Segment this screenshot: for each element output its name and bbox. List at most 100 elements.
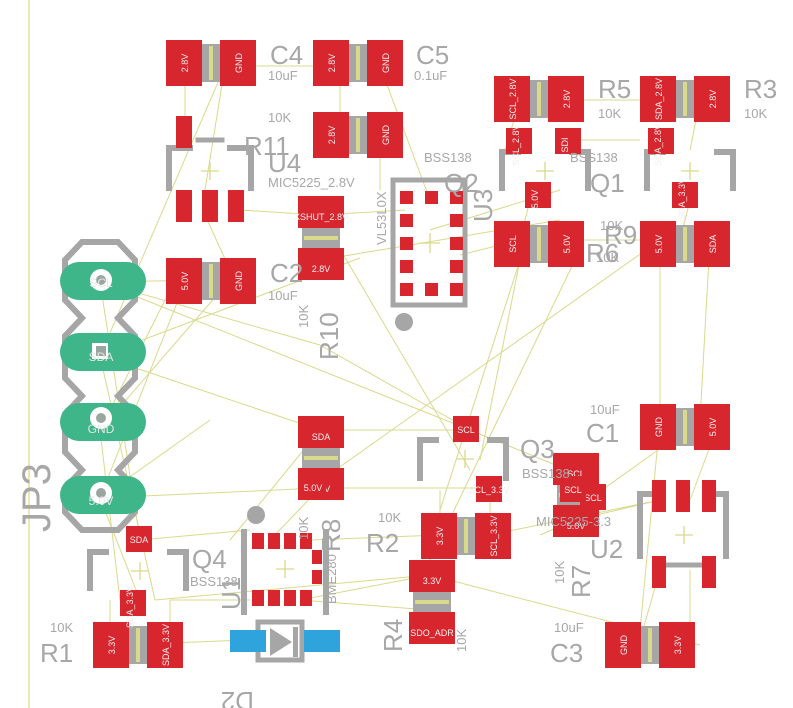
r2-designator: R2 (366, 528, 399, 558)
r1-pad-b-label: SDA_3.3V (161, 624, 171, 666)
u2-designator: U2 (590, 534, 623, 564)
small-pad: SDA_2.8V (648, 124, 674, 166)
q3-value: BSS138 (522, 466, 570, 481)
u3-value: VL53L0X (374, 191, 389, 245)
r11-designator: R11 (244, 131, 290, 161)
r7-pad-a-label: SCL (567, 469, 585, 479)
c4-pad-b-label: GND (234, 53, 244, 74)
c1-pad-a-label: GND (654, 417, 664, 438)
r9-pad-a-label: 5.0V (654, 235, 664, 254)
r7-designator: R7 (566, 565, 596, 598)
jp3-pin2-label: SDA (89, 350, 114, 364)
r7-value: 10K (552, 561, 567, 584)
c3-pad-a-label: GND (619, 635, 629, 656)
q4-designator: Q4 (192, 544, 227, 574)
small-pad-label: SCL (564, 485, 582, 495)
jp3-pin1-label: SCL (89, 276, 113, 290)
c4-value: 10uF (268, 68, 298, 83)
c5-designator: C5 (416, 40, 449, 70)
r10-pad-b-label: 2.8V (312, 264, 331, 274)
small-pad-label: SDA (130, 535, 149, 545)
q3-designator: Q3 (520, 434, 555, 464)
r1-designator: R1 (40, 638, 73, 668)
fiducial-u1 (247, 506, 265, 524)
r11-pads: 2.8V GND (313, 112, 403, 158)
fiducial-u3 (395, 313, 413, 331)
ratsnest (99, 65, 721, 646)
small-pad-label: 5.0V (530, 190, 540, 209)
small-pad: 5.0V (525, 182, 551, 208)
ic-legs (176, 116, 716, 588)
c3-value: 10uF (554, 620, 584, 635)
small-pad: SCL (560, 476, 586, 502)
r2-pads: 3.3V SCL_3.3V (421, 513, 511, 559)
r6-designator: R6 (586, 238, 619, 268)
small-pad-label: SDA_3.3V (125, 586, 135, 628)
d2-designator: D2 (221, 686, 254, 708)
c2-pad-b-label: GND (234, 271, 244, 292)
r9-value: 10K (596, 250, 619, 265)
r11-pad-a-label: 2.8V (327, 126, 337, 145)
r5-pads: SCL_2.8V 2.8V (494, 76, 584, 122)
small-pad-label: 5.0V (304, 483, 323, 493)
small-pad-label: SDA_2.8V (653, 124, 663, 166)
small-pad: SCL_2.8V (506, 124, 532, 166)
q2-designator: Q2 (444, 168, 479, 198)
small-pad: 5.0V (300, 474, 326, 500)
r10-pads: XSHUT_2.8V 2.8V (294, 196, 348, 280)
r6-pad-a-label: SCL (508, 235, 518, 253)
r11-value: 10K (268, 110, 291, 125)
r4-pads: 3.3V SDO_ADR (409, 560, 455, 644)
r3-designator: R3 (744, 74, 777, 104)
u4-designator: U4 (268, 148, 301, 178)
small-pad-label: SCL (457, 425, 475, 435)
c2-pads: 5.0V GND (166, 258, 256, 304)
c5-pad-b-label: GND (381, 53, 391, 74)
c2-value: 10uF (268, 288, 298, 303)
r7-pad-b-label: 5.0V (567, 521, 586, 531)
c4-pads: 2.8V GND (166, 40, 256, 86)
c1-value: 10uF (590, 402, 620, 417)
c1-pads: GND 5.0V (640, 404, 730, 450)
r3-pads: SDA_2.8V 2.8V (640, 76, 730, 122)
r9-designator: R9 (604, 220, 637, 250)
u2-value: MIC5225-3.3 (536, 514, 611, 529)
u1-designator: U1 (216, 577, 246, 610)
jp3-pin3-label: GND (88, 422, 115, 436)
c2-designator: C2 (270, 258, 303, 288)
small-pad: SDA (126, 526, 152, 552)
c5-value: 0.1uF (414, 68, 447, 83)
r11-pad-b-label: GND (381, 125, 391, 146)
jp3-header (60, 239, 146, 533)
c2-pad-a-label: 5.0V (180, 272, 190, 291)
c4-pad-a-label: 2.8V (180, 54, 190, 73)
c3-pad-b-label: 3.3V (673, 636, 683, 655)
r4-value: 10K (454, 629, 469, 652)
designators: C4 10uF C5 0.1uF 10K R11 U4 MIC5225_2.8V… (15, 40, 777, 708)
c1-pad-b-label: 5.0V (708, 418, 718, 437)
r8-pad-a-label: SDA (312, 432, 331, 442)
r1-pad-a-label: 3.3V (107, 636, 117, 655)
r10-pad-a-label: XSHUT_2.8V (294, 212, 348, 222)
q1-value: BSS138 (570, 150, 618, 165)
small-pad: SDA_3.3V (120, 586, 146, 628)
small-pad: SCL_3.3V (468, 476, 510, 502)
vl53l0x-pads (400, 191, 463, 296)
small-pad-label: SCL_3.3V (468, 485, 509, 495)
u1-value: BME280 (324, 554, 339, 604)
small-pad: SDA_3.3V (672, 178, 698, 220)
r10-value: 10K (296, 305, 311, 328)
c3-designator: C3 (550, 638, 583, 668)
small-pad-label: SCL_2.8V (511, 124, 521, 165)
r6-pad-b-label: 5.0V (562, 235, 572, 254)
r10-designator: R10 (314, 312, 344, 360)
c5-pads: 2.8V GND (313, 40, 403, 86)
small-pad: SCL (453, 416, 479, 442)
r9-pad-b-label: SDA (708, 235, 718, 254)
small-pad: SDI (555, 128, 581, 154)
c3-pads: GND 3.3V (605, 622, 695, 668)
r6-value: 10K (600, 218, 623, 233)
q1-designator: Q1 (590, 168, 625, 198)
r6-pads: SCL 5.0V (494, 221, 584, 267)
